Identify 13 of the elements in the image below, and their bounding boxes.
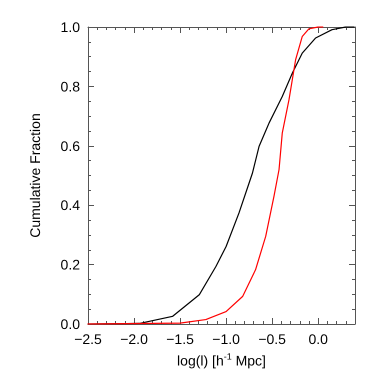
x-tick-label: −2.5	[74, 331, 102, 347]
x-tick-label: 0.0	[308, 331, 328, 347]
y-tick-label: 0.8	[60, 78, 80, 94]
x-tick-label: −0.5	[258, 331, 286, 347]
y-tick-label: 0.2	[60, 256, 80, 273]
x-tick-label: −1.0	[212, 331, 240, 347]
x-tick-label: −2.0	[120, 331, 148, 347]
x-tick-label: −1.5	[166, 331, 194, 347]
y-tick-label: 0.4	[60, 197, 80, 214]
y-tick-label: 0.6	[60, 138, 80, 154]
y-tick-label: 1.0	[60, 19, 80, 35]
y-axis-title: Cumulative Fraction	[27, 113, 43, 238]
y-tick-label: 0.0	[60, 316, 80, 332]
